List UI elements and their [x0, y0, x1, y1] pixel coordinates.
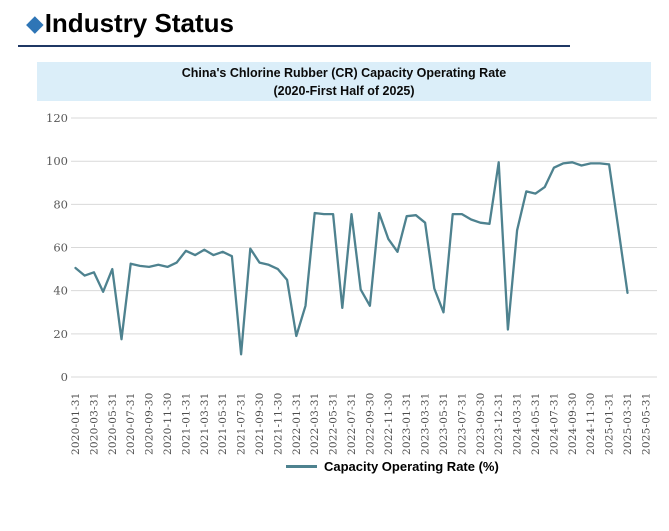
y-axis-tick-label: 120	[46, 111, 68, 125]
x-axis-tick-label: 2023-12-31	[493, 392, 505, 455]
x-axis-tick-label: 2020-11-30	[162, 392, 174, 455]
x-axis-tick-label: 2022-03-31	[309, 392, 321, 455]
x-axis-tick-label: 2021-03-31	[199, 392, 211, 455]
x-axis-tick-label: 2021-11-30	[272, 392, 284, 455]
x-axis-tick-label: 2024-11-30	[585, 392, 597, 455]
y-axis-tick-label: 0	[61, 370, 68, 384]
x-axis-tick-label: 2024-07-31	[548, 392, 560, 455]
x-axis-tick-label: 2024-05-31	[530, 392, 542, 455]
x-axis-tick-label: 2021-01-31	[180, 392, 192, 455]
y-axis-tick-label: 80	[53, 197, 68, 211]
legend: Capacity Operating Rate (%)	[286, 459, 499, 474]
x-axis-tick-label: 2024-09-30	[567, 392, 579, 455]
diamond-icon: ◆	[26, 10, 44, 36]
x-axis-tick-label: 2025-05-31	[640, 392, 652, 455]
page-title: Industry Status	[44, 8, 234, 38]
x-axis-tick-label: 2022-05-31	[328, 392, 340, 455]
x-axis-tick-label: 2023-09-30	[475, 392, 487, 455]
x-axis-tick-label: 2020-05-31	[107, 392, 119, 455]
capacity-operating-rate-line	[74, 161, 629, 356]
x-axis-tick-label: 2021-07-31	[236, 392, 248, 455]
x-axis-tick-label: 2023-07-31	[456, 392, 468, 455]
x-axis-tick-label: 2022-07-31	[346, 392, 358, 455]
x-axis-tick-label: 2023-01-31	[401, 392, 413, 455]
x-axis-tick-label: 2022-11-30	[383, 392, 395, 455]
x-axis-tick-label: 2022-09-30	[364, 392, 376, 455]
section-header: ◆ Industry Status	[18, 4, 570, 47]
chart-title-line2: (2020-First Half of 2025)	[273, 83, 415, 98]
x-axis-tick-label: 2025-03-31	[622, 392, 634, 455]
x-axis-tick-label: 2025-01-31	[604, 392, 616, 455]
x-axis-tick-label: 2021-05-31	[217, 392, 229, 455]
chart-title-line1: China's Chlorine Rubber (CR) Capacity Op…	[181, 65, 507, 80]
y-axis-tick-label: 20	[53, 327, 68, 341]
x-axis-tick-label: 2020-09-30	[144, 392, 156, 455]
legend-label: Capacity Operating Rate (%)	[324, 459, 499, 474]
footer-watermark	[30, 508, 630, 522]
chart-title-band: China's Chlorine Rubber (CR) Capacity Op…	[37, 62, 651, 101]
x-axis-tick-label: 2020-01-31	[70, 392, 82, 455]
y-axis-tick-label: 100	[46, 154, 68, 168]
x-axis-tick-label: 2023-03-31	[420, 392, 432, 455]
x-axis-tick-label: 2020-03-31	[88, 392, 100, 455]
legend-line-marker	[286, 465, 317, 468]
x-axis-tick-label: 2022-01-31	[291, 392, 303, 455]
x-axis-tick-label: 2023-05-31	[438, 392, 450, 455]
y-axis-tick-label: 40	[53, 284, 68, 298]
x-axis-tick-label: 2024-03-31	[512, 392, 524, 455]
x-axis-tick-label: 2020-07-31	[125, 392, 137, 455]
y-axis-tick-label: 60	[53, 241, 68, 255]
x-axis-tick-label: 2021-09-30	[254, 392, 266, 455]
